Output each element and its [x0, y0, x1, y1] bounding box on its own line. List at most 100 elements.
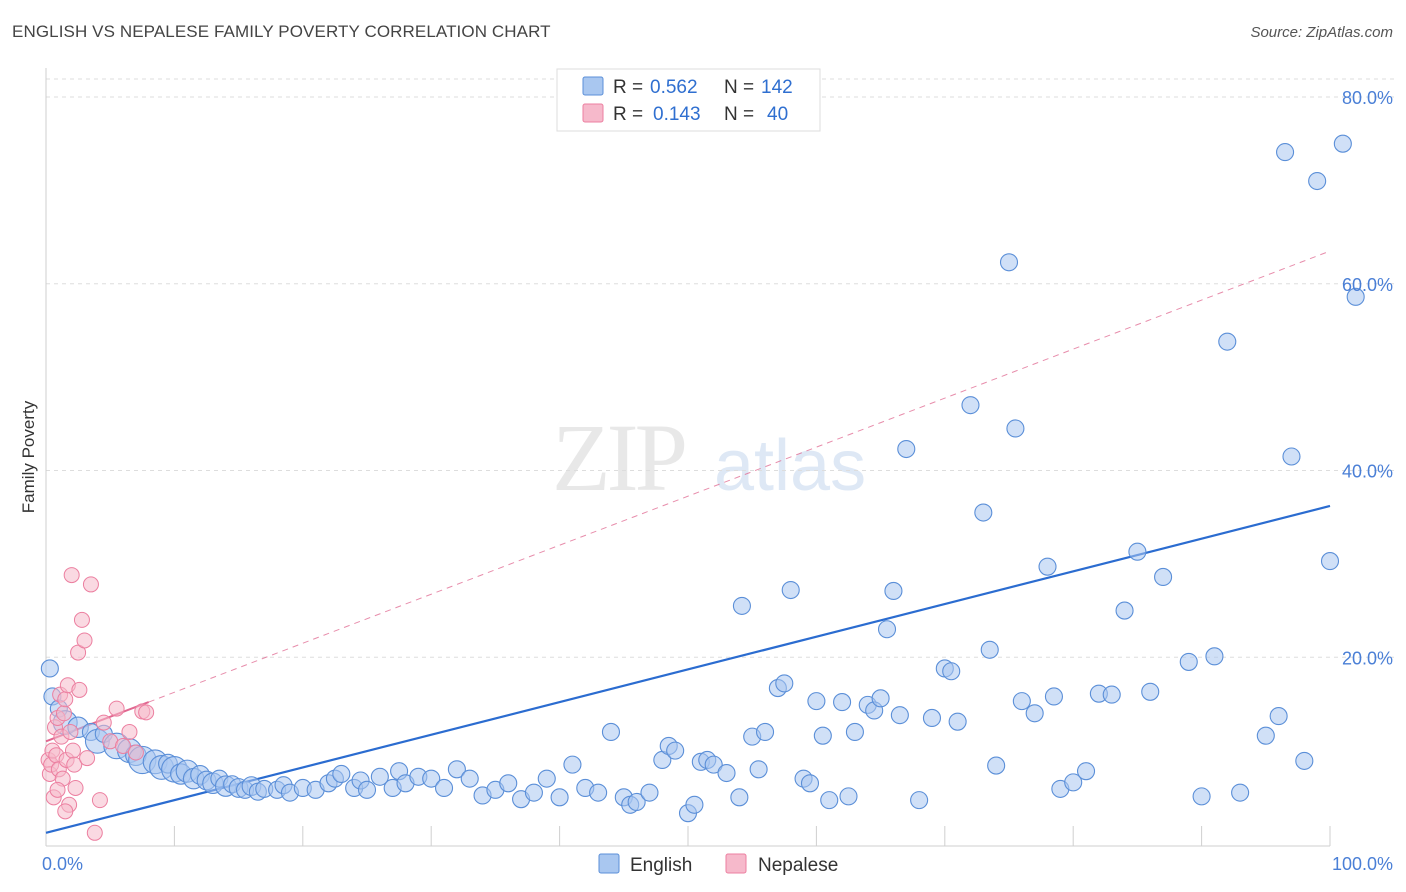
data-point-english [589, 783, 608, 802]
data-point-english [755, 722, 775, 742]
data-point-english [537, 769, 556, 788]
data-point-english [942, 662, 961, 681]
data-point-english [1346, 287, 1365, 306]
data-points [40, 134, 1365, 841]
bottom-legend-swatch-english [598, 853, 620, 874]
data-point-english [884, 581, 903, 601]
source-label: Source: ZipAtlas.com [1250, 24, 1393, 41]
data-point-nepalese [57, 803, 74, 820]
data-point-english [732, 596, 751, 615]
data-point-english [800, 774, 820, 793]
data-point-nepalese [121, 723, 138, 740]
data-point-english [897, 439, 916, 459]
y-axis-title: Family Poverty [19, 400, 38, 513]
data-point-english [524, 783, 543, 802]
data-point-english [910, 791, 929, 810]
data-point-english [460, 769, 479, 788]
data-point-english [704, 755, 723, 774]
data-point-nepalese [71, 681, 88, 698]
data-point-english [775, 674, 794, 693]
trend-lines [45, 250, 1331, 834]
data-point-nepalese [91, 792, 108, 809]
x-tick-label: 0.0% [42, 854, 83, 874]
data-point-english [1115, 601, 1134, 620]
data-point-english [1179, 652, 1198, 671]
legend-n-value-nepalese: 40 [767, 104, 788, 125]
data-point-english [1256, 726, 1275, 745]
data-point-english [40, 659, 59, 678]
data-point-english [447, 760, 466, 779]
legend-r-label-english: R = [613, 77, 643, 98]
data-point-english [1038, 557, 1057, 576]
legend-swatch-nepalese [582, 103, 604, 123]
data-point-nepalese [63, 567, 80, 584]
data-point-nepalese [57, 691, 74, 708]
legend-n-label-nepalese: N = [724, 104, 754, 125]
legend-n-label-english: N = [724, 77, 754, 98]
data-point-english [833, 693, 852, 712]
data-point-english [1269, 707, 1288, 726]
data-point-english [550, 788, 569, 807]
data-point-english [1276, 143, 1295, 162]
data-point-nepalese [67, 779, 84, 796]
y-tick-label: 60.0% [1342, 275, 1393, 295]
data-point-english [357, 780, 377, 799]
data-point-nepalese [86, 824, 103, 841]
data-point-english [974, 503, 993, 522]
data-point-nepalese [76, 632, 93, 649]
data-point-english [1141, 682, 1160, 701]
watermark: ZIP atlas [552, 404, 866, 511]
data-point-english [1308, 171, 1327, 191]
data-point-english [1006, 419, 1025, 438]
legend-r-value-english: 0.562 [650, 77, 698, 98]
data-point-nepalese [49, 781, 66, 798]
data-point-nepalese [82, 576, 99, 593]
data-point-english [627, 792, 646, 812]
bottom-legend-swatch-nepalese [725, 853, 747, 874]
data-point-nepalese [62, 723, 79, 740]
data-point-english [839, 787, 858, 806]
data-point-nepalese [127, 744, 144, 761]
data-point-english [877, 620, 897, 639]
data-point-english [640, 783, 659, 802]
data-point-english [890, 706, 909, 725]
top-legend: R = 0.562 N = 142 R = 0.143 N = 40 [556, 68, 821, 132]
data-point-english [987, 756, 1006, 775]
data-point-nepalese [55, 705, 72, 722]
data-point-nepalese [66, 756, 83, 773]
data-point-english [685, 795, 704, 814]
data-point-english [807, 692, 826, 711]
data-point-nepalese [79, 750, 96, 767]
data-point-english [1231, 783, 1250, 802]
data-point-english [922, 708, 942, 727]
tick-labels: 20.0% 40.0% 60.0% 80.0% 0.0% 100.0% [42, 88, 1393, 874]
data-point-english [422, 769, 441, 788]
data-point-english [563, 755, 582, 774]
data-point-english [1295, 751, 1314, 770]
bottom-legend: English Nepalese [598, 853, 838, 876]
data-point-nepalese [64, 742, 81, 759]
data-point-english [717, 763, 736, 783]
data-point-english [1218, 332, 1237, 351]
data-point-english [845, 722, 864, 742]
data-point-english [1128, 542, 1147, 561]
data-point-english [1012, 692, 1031, 711]
data-point-english [1192, 787, 1211, 806]
gridlines [46, 78, 1394, 658]
data-point-english [1044, 687, 1063, 706]
legend-n-value-english: 142 [761, 77, 793, 98]
watermark-atlas: atlas [714, 426, 866, 506]
legend-swatch-english [582, 76, 604, 96]
legend-r-value-nepalese: 0.143 [653, 104, 701, 125]
data-point-english [1320, 552, 1340, 571]
data-point-english [871, 689, 890, 708]
data-point-english [1064, 773, 1083, 792]
data-point-english [730, 788, 749, 807]
data-point-english [980, 640, 999, 659]
bottom-legend-label-nepalese: Nepalese [758, 855, 838, 876]
y-tick-label: 40.0% [1342, 462, 1393, 482]
y-tick-label: 80.0% [1342, 88, 1393, 108]
data-point-nepalese [138, 704, 155, 721]
data-point-english [601, 722, 621, 742]
